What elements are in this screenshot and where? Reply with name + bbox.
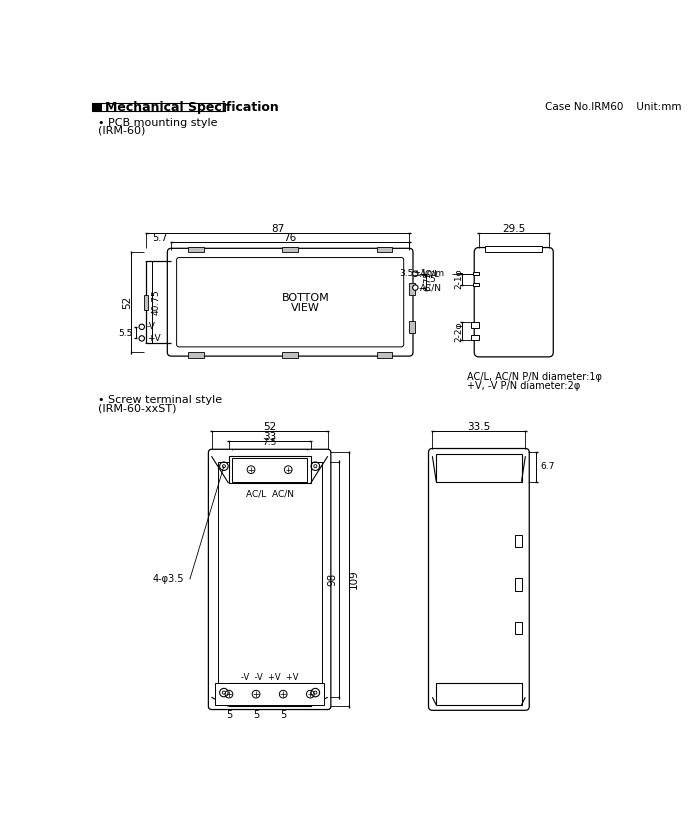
Text: -V: -V (147, 322, 155, 331)
Circle shape (412, 271, 418, 276)
Bar (409, 321, 414, 333)
Text: AC/L: AC/L (421, 269, 440, 278)
Text: 5.7: 5.7 (153, 233, 168, 243)
Bar (282, 247, 298, 252)
Text: 5.5: 5.5 (118, 329, 132, 338)
Bar (436, 454, 522, 482)
Text: 109: 109 (349, 569, 358, 589)
Text: AC/N: AC/N (421, 283, 442, 292)
Text: 2-2φ: 2-2φ (454, 321, 463, 342)
Bar (514, 622, 522, 634)
Text: BOTTOM: BOTTOM (281, 293, 329, 303)
Text: Case No.IRM60    Unit:mm: Case No.IRM60 Unit:mm (545, 102, 681, 112)
Text: 5: 5 (253, 710, 259, 721)
Text: • PCB mounting style: • PCB mounting style (98, 118, 218, 128)
Circle shape (412, 285, 418, 290)
Text: 52: 52 (263, 422, 276, 432)
Bar (92, 103, 102, 111)
Text: 6.75: 6.75 (424, 271, 432, 290)
Text: -V  -V  +V  +V: -V -V +V +V (241, 673, 298, 682)
FancyBboxPatch shape (428, 448, 529, 710)
Bar (282, 353, 298, 357)
Text: 40.75: 40.75 (151, 290, 160, 315)
Bar (92, 103, 225, 111)
FancyBboxPatch shape (209, 449, 331, 709)
FancyBboxPatch shape (474, 248, 553, 357)
Bar (473, 272, 479, 276)
Circle shape (139, 335, 144, 341)
Bar (436, 683, 522, 705)
Bar (228, 683, 311, 707)
Circle shape (139, 324, 144, 330)
Text: 7.5: 7.5 (262, 438, 276, 447)
Text: 2-1φ: 2-1φ (454, 269, 463, 290)
Text: 98: 98 (327, 573, 337, 586)
Text: 5: 5 (280, 710, 286, 721)
Bar (409, 283, 414, 294)
Text: 87: 87 (271, 224, 284, 234)
Text: Mechanical Specification: Mechanical Specification (105, 101, 279, 114)
Bar (514, 578, 522, 591)
Bar (218, 461, 321, 697)
Bar (232, 458, 307, 482)
Text: 5: 5 (226, 710, 232, 721)
Bar (471, 322, 479, 328)
Text: +V: +V (147, 334, 160, 343)
Text: AC/L, AC/N P/N diameter:1φ: AC/L, AC/N P/N diameter:1φ (468, 372, 602, 382)
Bar (188, 353, 204, 357)
Bar (216, 683, 324, 705)
FancyBboxPatch shape (167, 249, 413, 356)
Bar (377, 247, 392, 252)
Text: 33: 33 (263, 432, 276, 442)
Text: 33.5: 33.5 (468, 422, 491, 432)
Bar (473, 283, 479, 286)
Text: 29.5: 29.5 (502, 224, 526, 234)
Text: VIEW: VIEW (290, 303, 320, 313)
Text: • Screw terminal style: • Screw terminal style (98, 395, 223, 406)
Text: 4-φ3.5: 4-φ3.5 (153, 574, 184, 584)
Bar (485, 246, 542, 252)
Text: 76: 76 (283, 233, 296, 243)
Bar (144, 294, 148, 310)
FancyBboxPatch shape (176, 258, 404, 347)
Text: 52: 52 (122, 295, 132, 309)
Text: 3.5±1mm: 3.5±1mm (399, 269, 444, 278)
Bar (188, 247, 204, 252)
Bar (228, 456, 311, 483)
Bar (514, 535, 522, 547)
Text: 6.7: 6.7 (540, 462, 554, 471)
Text: 5: 5 (430, 276, 435, 285)
Text: (IRM-60): (IRM-60) (98, 126, 146, 136)
Text: (IRM-60-xxST): (IRM-60-xxST) (98, 404, 177, 414)
Bar (377, 353, 392, 357)
Text: AC/L  AC/N: AC/L AC/N (246, 489, 293, 498)
Bar (471, 335, 479, 340)
Text: +V, -V P/N diameter:2φ: +V, -V P/N diameter:2φ (468, 380, 580, 391)
